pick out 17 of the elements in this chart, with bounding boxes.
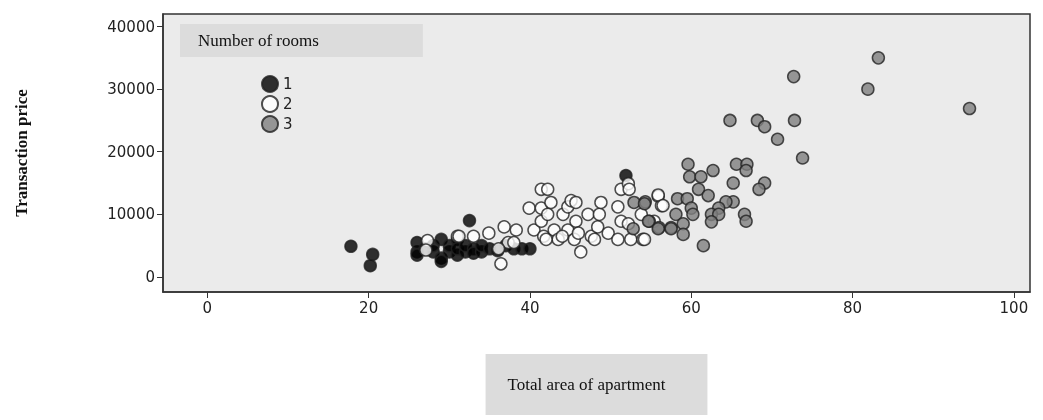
- y-tick-label: 20000: [107, 142, 155, 161]
- legend-label: 3: [283, 115, 293, 133]
- x-tick-label: 100: [999, 298, 1029, 317]
- x-tick-label: 60: [681, 298, 701, 317]
- legend-label: 1: [283, 75, 293, 93]
- x-axis-title: Total area of apartment: [507, 375, 666, 394]
- legend-title: Number of rooms: [198, 31, 319, 50]
- x-tick-label: 80: [843, 298, 863, 317]
- y-axis-title: Transaction price: [12, 88, 31, 217]
- y-tick-label: 40000: [107, 17, 155, 36]
- x-tick-label: 20: [359, 298, 379, 317]
- x-tick-label: 0: [202, 298, 213, 317]
- y-tick-label: 10000: [107, 205, 155, 224]
- legend-label: 2: [283, 95, 293, 113]
- y-tick-label: 0: [145, 267, 155, 286]
- x-tick-label: 40: [520, 298, 540, 317]
- y-tick-label: 30000: [107, 80, 155, 99]
